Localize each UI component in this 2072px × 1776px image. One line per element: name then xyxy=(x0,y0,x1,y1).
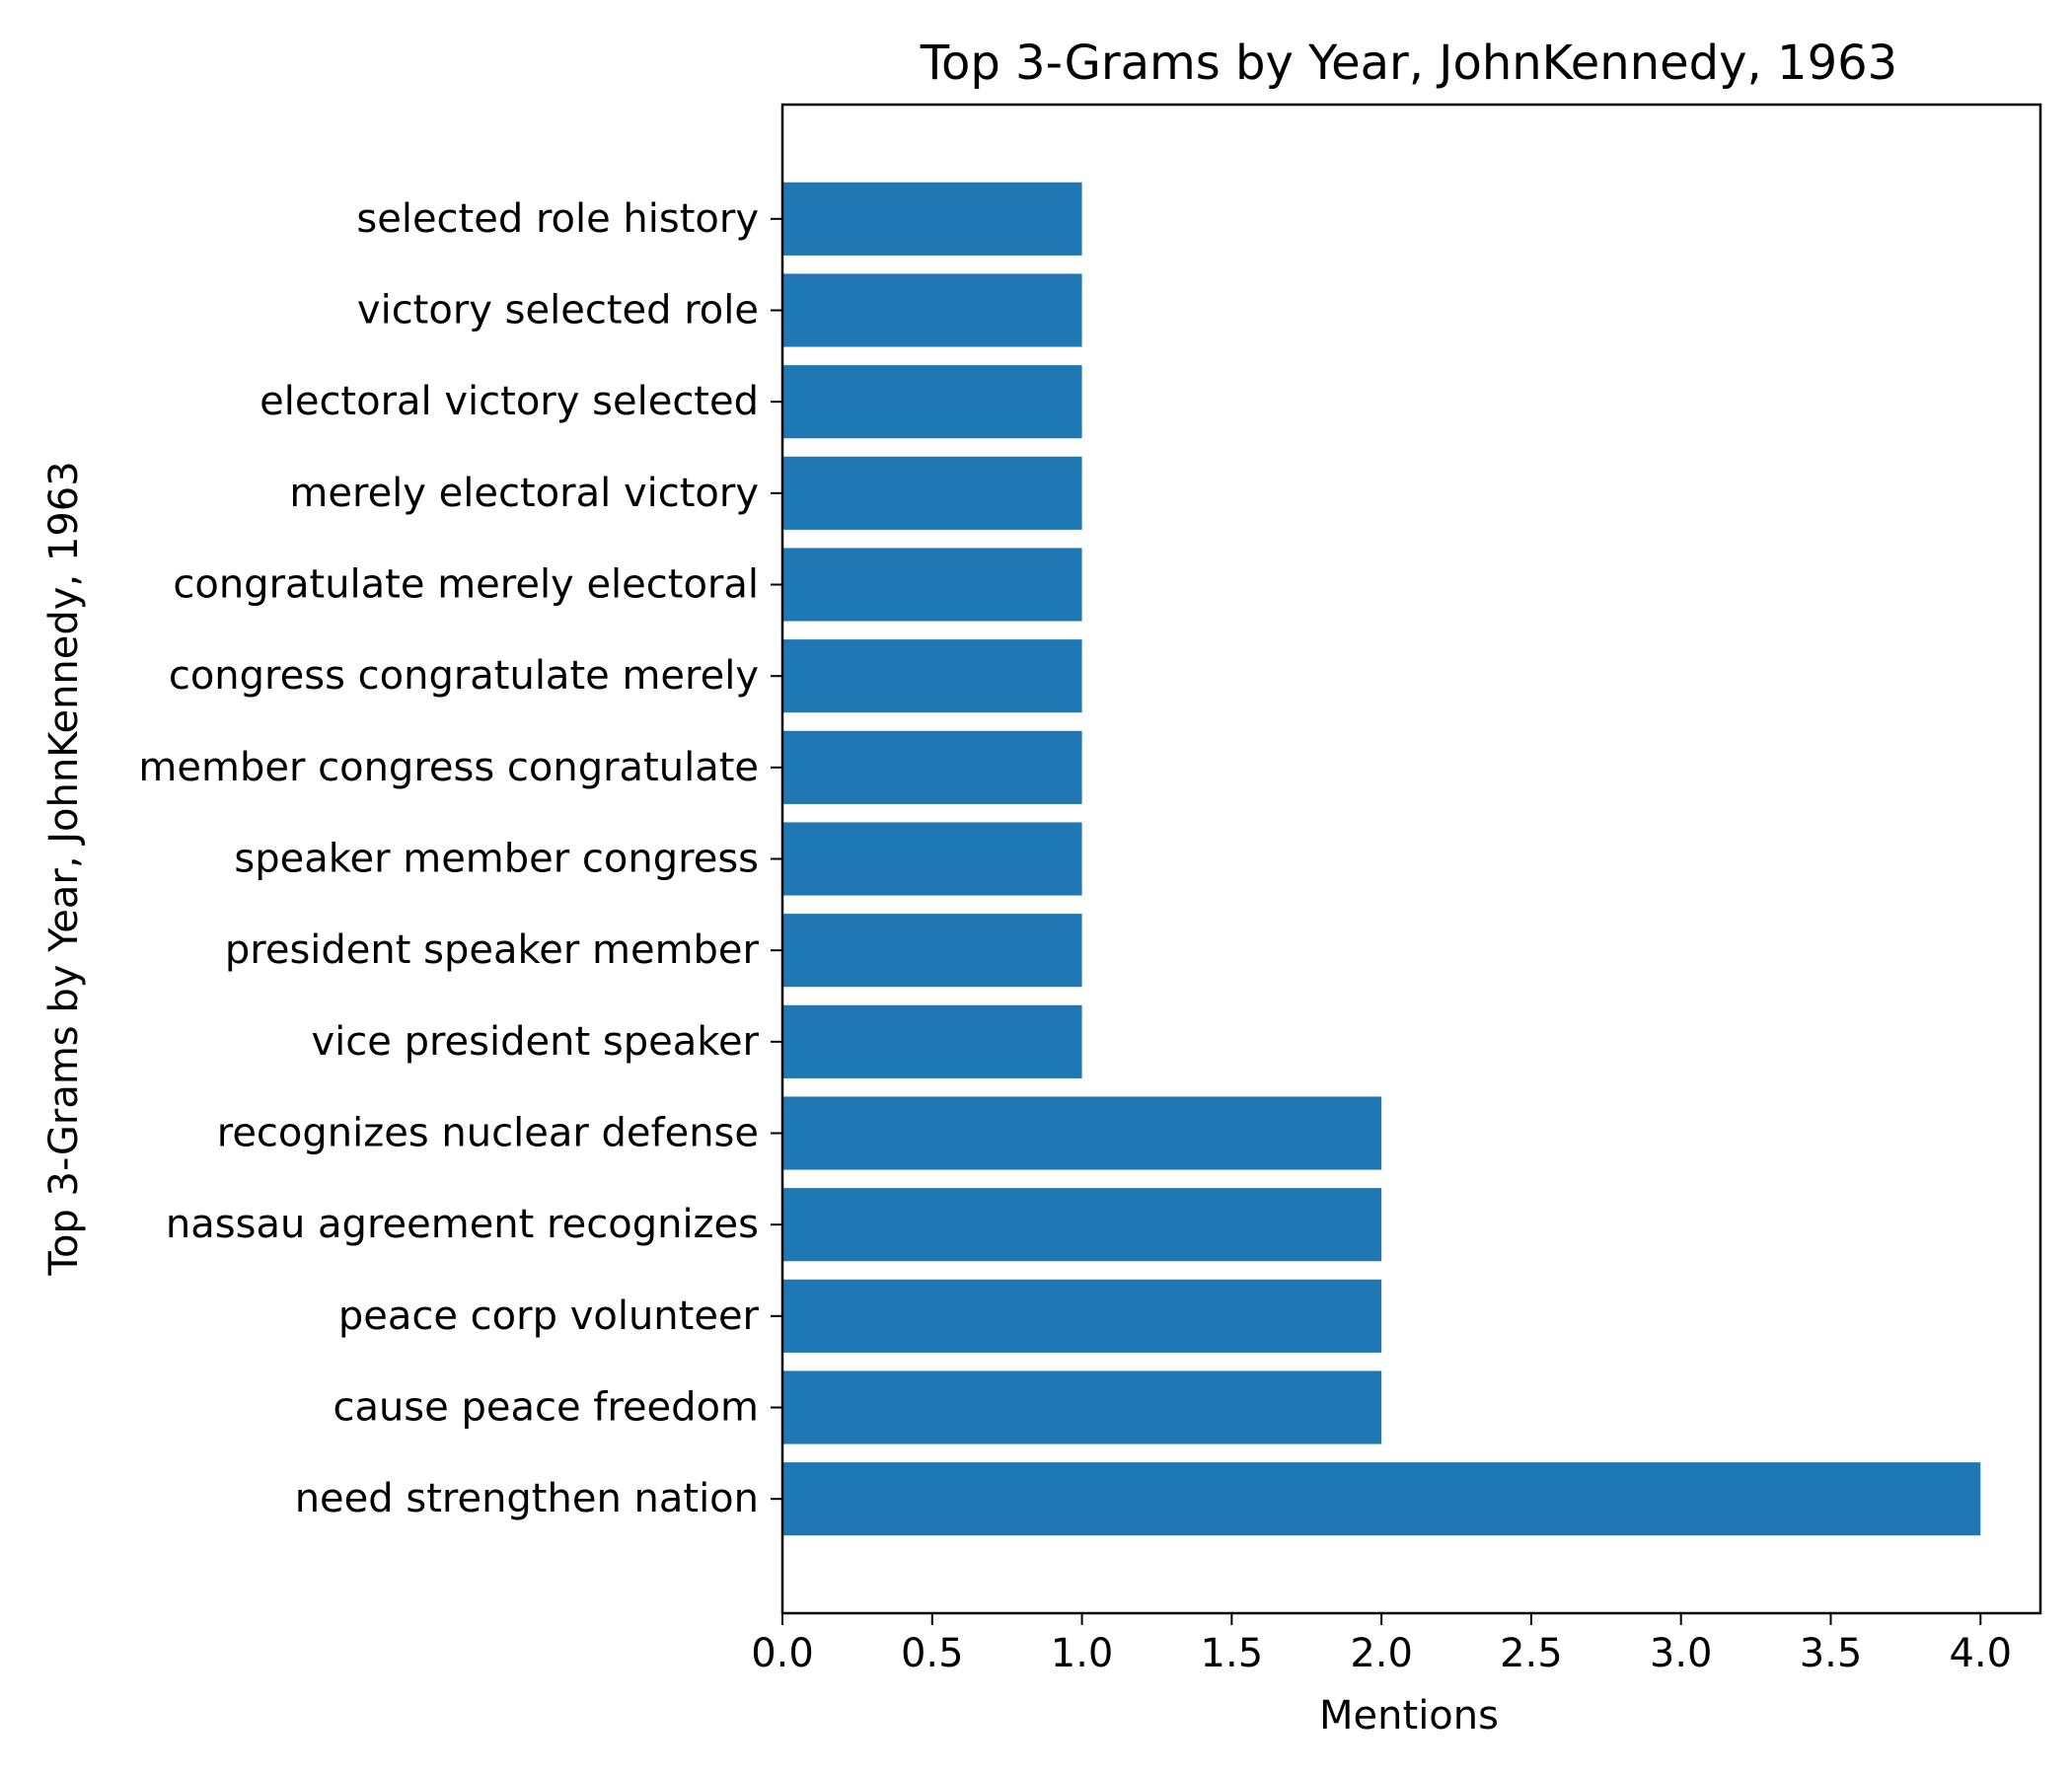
x-axis-label: Mentions xyxy=(1319,1693,1499,1739)
bar-6 xyxy=(782,914,1082,988)
bar-4 xyxy=(782,1096,1382,1170)
bar-8 xyxy=(782,730,1082,804)
y-tick-label: cause peace freedom xyxy=(333,1385,759,1431)
bar-0 xyxy=(782,1462,1981,1536)
chart-title: Top 3-Grams by Year, JohnKennedy, 1963 xyxy=(920,36,1897,91)
x-tick-label: 1.0 xyxy=(1051,1631,1114,1676)
y-tick-label: president speaker member xyxy=(225,927,760,973)
y-axis-ticks: need strengthen nation cause peace freedo… xyxy=(138,196,782,1521)
bar-7 xyxy=(782,822,1082,896)
bar-12 xyxy=(782,365,1082,439)
bar-9 xyxy=(782,639,1082,713)
y-tick-label: nassau agreement recognizes xyxy=(166,1202,759,1247)
x-tick-label: 2.5 xyxy=(1500,1631,1563,1676)
y-tick-label: peace corp volunteer xyxy=(338,1294,760,1339)
y-tick-label: congress congratulate merely xyxy=(169,653,759,699)
y-tick-label: need strengthen nation xyxy=(295,1476,759,1521)
bar-2 xyxy=(782,1279,1382,1353)
bar-3 xyxy=(782,1188,1382,1262)
x-tick-label: 3.0 xyxy=(1650,1631,1713,1676)
y-tick-label: electoral victory selected xyxy=(259,379,759,424)
y-axis-label: Top 3-Grams by Year, JohnKennedy, 1963 xyxy=(41,461,87,1276)
y-tick-label: recognizes nuclear defense xyxy=(217,1111,759,1156)
bar-14 xyxy=(782,182,1082,256)
y-tick-label: member congress congratulate xyxy=(138,745,759,790)
y-tick-label: victory selected role xyxy=(357,288,759,333)
bar-10 xyxy=(782,548,1082,622)
x-tick-label: 2.0 xyxy=(1350,1631,1413,1676)
x-tick-label: 1.5 xyxy=(1201,1631,1264,1676)
y-tick-label: selected role history xyxy=(356,196,759,242)
bar-13 xyxy=(782,273,1082,347)
bar-1 xyxy=(782,1370,1382,1444)
bar-5 xyxy=(782,1004,1082,1078)
x-tick-label: 4.0 xyxy=(1949,1631,2012,1676)
x-tick-label: 0.5 xyxy=(901,1631,964,1676)
x-axis-ticks: 0.0 0.5 1.0 1.5 2.0 2.5 3.0 3.5 4.0 xyxy=(751,1613,2012,1676)
y-tick-label: speaker member congress xyxy=(234,837,759,882)
y-tick-label: congratulate merely electoral xyxy=(173,562,759,608)
y-tick-label: vice president speaker xyxy=(311,1019,759,1065)
x-tick-label: 3.5 xyxy=(1800,1631,1863,1676)
bars-group xyxy=(782,182,1981,1536)
x-tick-label: 0.0 xyxy=(751,1631,814,1676)
bar-11 xyxy=(782,456,1082,530)
y-tick-label: merely electoral victory xyxy=(289,471,759,516)
